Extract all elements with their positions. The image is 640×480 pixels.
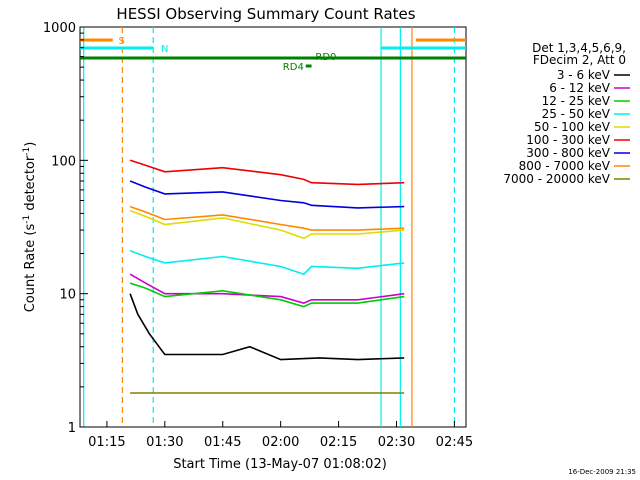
flag-label-n: N — [161, 44, 168, 55]
y-axis-label-end: ) — [23, 142, 38, 147]
footer-timestamp: 16-Dec-2009 21:35 — [568, 468, 636, 476]
y-axis-label-mid: detector — [23, 155, 38, 215]
flag-label-s: S — [118, 36, 124, 47]
x-axis-label: Start Time (13-May-07 01:08:02) — [173, 457, 387, 472]
x-tick-label-0: 01:15 — [88, 435, 125, 450]
series-line-6 — [129, 180, 405, 209]
x-tick-label-6: 02:45 — [436, 435, 473, 450]
y-axis-label-main: Count Rate (s — [23, 224, 38, 313]
y-tick-label-3: 1000 — [43, 21, 76, 36]
x-tick-label-5: 02:30 — [378, 435, 415, 450]
x-tick-label-4: 02:15 — [320, 435, 357, 450]
legend-label-4: 50 - 100 keV — [534, 120, 611, 134]
vertical-markers — [83, 27, 456, 427]
x-tick-label-3: 02:00 — [262, 435, 299, 450]
legend: Det 1,3,4,5,6,9, FDecim 2, Att 0 3 - 6 k… — [503, 41, 630, 186]
series-line-7 — [129, 205, 405, 231]
flag-bars: S N RD0 RD4 — [80, 36, 466, 73]
legend-label-5: 100 - 300 keV — [526, 133, 610, 147]
series-line-2 — [129, 282, 405, 308]
legend-label-0: 3 - 6 keV — [557, 68, 611, 82]
legend-label-3: 25 - 50 keV — [542, 107, 611, 121]
x-axis: 01:15 01:30 01:45 02:00 02:15 02:30 02:45 — [88, 421, 473, 450]
legend-label-8: 7000 - 20000 keV — [503, 172, 610, 186]
y-tick-label-1: 10 — [59, 288, 76, 303]
legend-label-6: 300 - 800 keV — [526, 146, 610, 160]
legend-label-2: 12 - 25 keV — [542, 94, 611, 108]
legend-label-1: 6 - 12 keV — [549, 81, 611, 95]
chart-title: HESSI Observing Summary Count Rates — [116, 5, 415, 23]
series-line-3 — [129, 249, 405, 276]
plot-frame — [79, 26, 467, 428]
series-line-4 — [129, 209, 405, 240]
legend-label-7: 800 - 7000 keV — [519, 159, 611, 173]
flag-label-rd4: RD4 — [283, 62, 304, 73]
legend-header-line2: FDecim 2, Att 0 — [533, 53, 626, 67]
series-group — [129, 159, 405, 394]
y-axis-label-sup2: -1 — [22, 147, 32, 156]
series-line-0 — [129, 293, 405, 361]
legend-header-line1: Det 1,3,4,5,6,9, — [532, 41, 626, 55]
y-tick-label-2: 100 — [51, 154, 76, 169]
y-axis: 1 10 100 1000 — [43, 21, 88, 436]
series-line-1 — [129, 273, 405, 304]
series-line-5 — [129, 159, 405, 186]
y-axis-label: Count Rate (s-1 detector-1) — [22, 142, 38, 313]
x-tick-label-1: 01:30 — [146, 435, 183, 450]
x-tick-label-2: 01:45 — [204, 435, 241, 450]
flag-label-rd0: RD0 — [315, 52, 336, 63]
y-axis-label-sup1: -1 — [22, 215, 32, 224]
y-tick-label-0: 1 — [68, 421, 76, 436]
